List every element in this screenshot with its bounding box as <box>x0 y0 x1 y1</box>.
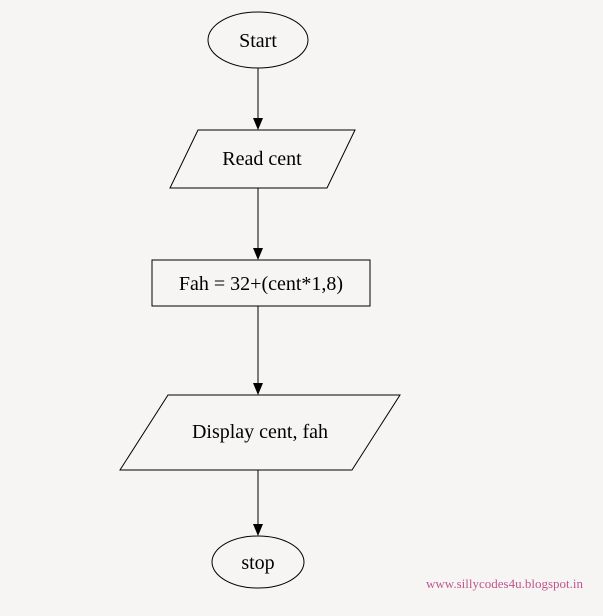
output-label: Display cent, fah <box>192 421 328 443</box>
flowchart-canvas: Start Read cent Fah = 32+(cent*1,8) Disp… <box>0 0 603 616</box>
process-label: Fah = 32+(cent*1,8) <box>179 273 343 295</box>
stop-label: stop <box>241 552 274 574</box>
start-label: Start <box>239 30 277 52</box>
watermark-text: www.sillycodes4u.blogspot.in <box>426 576 583 592</box>
input-label: Read cent <box>222 148 302 170</box>
